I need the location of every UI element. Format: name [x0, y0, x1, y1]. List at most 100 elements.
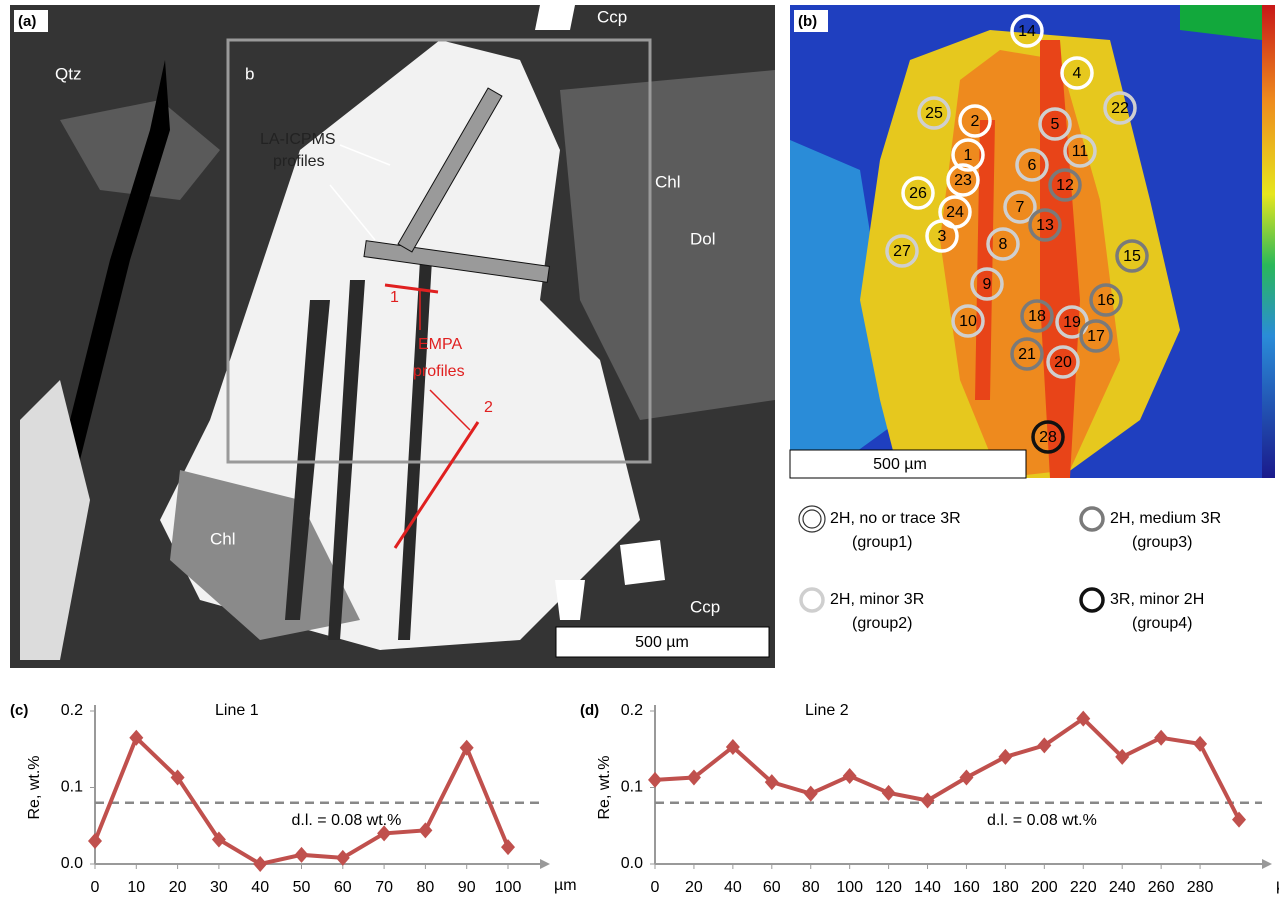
x-tick-label: 160 [953, 879, 980, 896]
x-tick-label: 280 [1187, 879, 1214, 896]
data-line [655, 719, 1239, 820]
data-point [843, 768, 857, 784]
y-tick-label: 0.1 [621, 779, 643, 796]
spot-label: 3 [938, 228, 947, 245]
data-point [959, 770, 973, 786]
panel-b: 500 µm (b) 14425252211162326122471338271… [790, 5, 1275, 632]
data-point [1154, 730, 1168, 746]
annotation: EMPA [418, 336, 462, 353]
y-tick-label: 0.0 [61, 855, 83, 872]
spot-label: 25 [925, 105, 943, 122]
y-axis-label: Re, wt.% [596, 755, 613, 819]
y-tick-label: 0.2 [621, 702, 643, 719]
spot-label: 27 [893, 243, 911, 260]
x-tick-label: 140 [914, 879, 941, 896]
spot-label: 26 [909, 185, 927, 202]
spot-label: 17 [1087, 328, 1105, 345]
spot-label: 19 [1063, 314, 1081, 331]
data-point [501, 839, 515, 855]
spot-label: 22 [1111, 100, 1129, 117]
spot-label: 21 [1018, 346, 1036, 363]
data-point [998, 749, 1012, 765]
legend-symbol [1081, 508, 1103, 530]
box-label: b [245, 64, 254, 83]
panel-label: (b) [798, 13, 817, 30]
x-tick-label: 200 [1031, 879, 1058, 896]
legend-label: (group3) [1132, 534, 1192, 551]
x-tick-label: 220 [1070, 879, 1097, 896]
x-tick-label: 90 [458, 879, 476, 896]
legend-label: (group4) [1132, 615, 1192, 632]
charts: (c)Line 1Re, wt.%µm0.00.10.2010203040506… [10, 702, 1279, 896]
x-tick-label: 100 [495, 879, 522, 896]
data-point [882, 785, 896, 801]
legend-label: 2H, minor 3R [830, 591, 924, 608]
spot-label: 5 [1051, 116, 1060, 133]
chart-title: Line 2 [805, 702, 849, 719]
annotation: profiles [273, 153, 325, 170]
mineral-label: Chl [655, 172, 681, 191]
x-tick-label: 80 [417, 879, 435, 896]
spot-label: 4 [1073, 65, 1082, 82]
spot-label: 7 [1016, 199, 1025, 216]
spot-label: 16 [1097, 292, 1115, 309]
spot-label: 2 [971, 113, 980, 130]
data-line [95, 738, 508, 864]
color-scale [1262, 5, 1275, 478]
mineral-label: Ccp [597, 7, 627, 26]
panel-label: (a) [18, 13, 36, 30]
legend-symbol [803, 510, 821, 528]
spot-label: 10 [959, 313, 977, 330]
axis-arrow [1262, 859, 1272, 869]
panel-label: (d) [580, 702, 599, 719]
x-tick-label: 20 [169, 879, 187, 896]
spot-label: 20 [1054, 354, 1072, 371]
legend-symbol [1081, 589, 1103, 611]
legend-label: 3R, minor 2H [1110, 591, 1204, 608]
x-tick-label: 260 [1148, 879, 1175, 896]
mineral-label: Ccp [690, 597, 720, 616]
legend: 2H, no or trace 3R(group1)2H, medium 3R(… [799, 506, 1221, 632]
annotation: LA-ICPMS [260, 131, 336, 148]
spot-label: 9 [983, 276, 992, 293]
chart-title: Line 1 [215, 702, 259, 719]
mineral-label: Chl [210, 529, 236, 548]
x-tick-label: 60 [763, 879, 781, 896]
figure: (a) Qtz b LA-ICPMS profiles Ccp Chl Dol … [0, 0, 1279, 900]
x-tick-label: 60 [334, 879, 352, 896]
x-tick-label: 40 [251, 879, 269, 896]
scale-label: 500 µm [635, 634, 689, 651]
spot-label: 23 [954, 172, 972, 189]
x-tick-label: 0 [651, 879, 660, 896]
x-tick-label: 10 [127, 879, 145, 896]
data-point [253, 856, 267, 872]
x-axis-label: µm [554, 877, 577, 894]
x-tick-label: 20 [685, 879, 703, 896]
spot-label: 1 [964, 147, 973, 164]
spot-label: 15 [1123, 248, 1141, 265]
x-tick-label: 240 [1109, 879, 1136, 896]
panel-a: (a) Qtz b LA-ICPMS profiles Ccp Chl Dol … [10, 5, 775, 668]
x-tick-label: 80 [802, 879, 820, 896]
x-tick-label: 70 [375, 879, 393, 896]
spot-label: 6 [1028, 157, 1037, 174]
legend-symbol [801, 589, 823, 611]
data-point [804, 786, 818, 802]
spot-label: 18 [1028, 308, 1046, 325]
axis-arrow [540, 859, 550, 869]
x-tick-label: 40 [724, 879, 742, 896]
y-tick-label: 0.1 [61, 779, 83, 796]
spot-label: 24 [946, 204, 964, 221]
y-axis-label: Re, wt.% [26, 755, 43, 819]
spot-label: 12 [1056, 177, 1074, 194]
legend-label: 2H, medium 3R [1110, 510, 1221, 527]
annotation: 1 [390, 289, 399, 306]
y-tick-label: 0.0 [621, 855, 643, 872]
data-point [295, 847, 309, 863]
panel-label: (c) [10, 702, 28, 719]
x-tick-label: 30 [210, 879, 228, 896]
x-tick-label: 120 [875, 879, 902, 896]
reference-label: d.l. = 0.08 wt.% [987, 812, 1097, 829]
spot-label: 14 [1018, 23, 1036, 40]
spot-label: 11 [1072, 143, 1089, 160]
